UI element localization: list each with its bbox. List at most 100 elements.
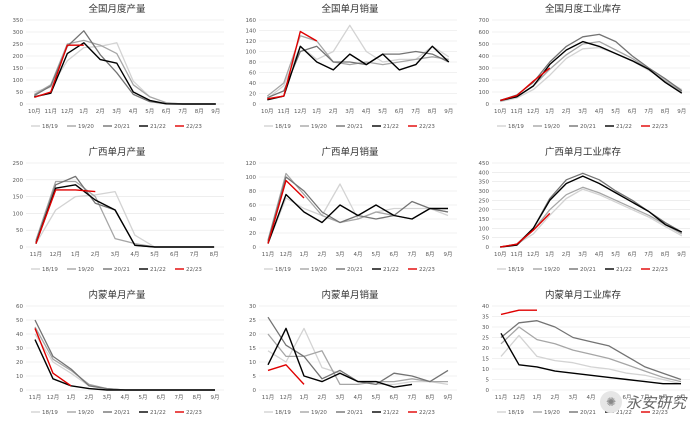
y-tick-label: 0: [20, 102, 24, 108]
series-line-19-20: [500, 326, 682, 383]
legend-label: 20/21: [114, 124, 130, 130]
chart-panel-7: 内蒙单月产量 0 10 20 30 40 50 60 11月 12月 1月 2月 3月 4月 5月 6月 7月 8…: [4, 288, 230, 426]
x-tick-label: 8月: [661, 108, 670, 115]
y-tick-label: 25: [482, 336, 489, 342]
x-tick-label: 6月: [395, 108, 404, 115]
y-tick-label: 0: [20, 245, 24, 251]
y-tick-label: 160: [246, 18, 257, 24]
x-tick-label: 8月: [210, 251, 219, 258]
legend-label: 21/22: [616, 267, 632, 273]
x-tick-label: 6月: [628, 108, 637, 115]
y-tick-label: 20: [16, 360, 23, 366]
y-tick-label: 300: [479, 66, 490, 72]
y-tick-label: 700: [479, 18, 490, 24]
wechat-icon: ✺: [600, 391, 622, 413]
y-tick-label: 100: [246, 50, 257, 56]
legend-label: 21/22: [150, 124, 166, 130]
y-tick-label: 10: [249, 360, 256, 366]
legend-label: 18/19: [275, 124, 291, 130]
x-tick-label: 1月: [67, 394, 76, 401]
series-line-18-19: [500, 334, 682, 385]
x-tick-label: 12月: [49, 251, 62, 258]
chart-title: 内蒙单月产量: [88, 289, 146, 301]
y-tick-label: 15: [482, 357, 489, 363]
x-tick-label: 8月: [426, 394, 435, 401]
legend-label: 22/23: [652, 267, 668, 273]
series-line-22-23: [35, 189, 96, 244]
x-tick-label: 1月: [71, 251, 80, 258]
series-line-21-22: [267, 193, 448, 244]
x-tick-label: 10月: [261, 108, 274, 115]
y-tick-label: 150: [479, 217, 490, 223]
x-tick-label: 9月: [211, 108, 220, 115]
y-tick-label: 100: [13, 211, 24, 217]
chart-title: 内蒙单月工业库存: [545, 289, 622, 301]
legend-label: 20/21: [347, 410, 363, 416]
legend-label: 18/19: [42, 124, 58, 130]
x-tick-label: 10月: [494, 251, 507, 258]
legend-label: 18/19: [508, 267, 524, 273]
x-tick-label: 2月: [318, 394, 327, 401]
x-tick-label: 3月: [103, 394, 112, 401]
y-tick-label: 400: [479, 54, 490, 60]
legend-label: 21/22: [616, 124, 632, 130]
x-tick-label: 12月: [527, 251, 540, 258]
legend-label: 22/23: [186, 410, 202, 416]
x-tick-label: 7月: [178, 108, 187, 115]
chart-svg: 内蒙单月产量 0 10 20 30 40 50 60 11月 12月 1月 2月 3月 4月 5月 6月 7月 8…: [16, 289, 224, 416]
chart-svg: 广西单月销量 0 20 40 60 80 100 120 11月 12月 1月 2月 3月 4月 5月 6月 7…: [246, 146, 457, 273]
series-line-22-23: [34, 44, 84, 98]
y-tick-label: 40: [16, 332, 23, 338]
series-line-21-22: [267, 45, 450, 101]
x-tick-label: 11月: [511, 108, 524, 115]
series-line-21-22: [267, 327, 413, 388]
y-tick-label: 60: [249, 203, 256, 209]
legend-label: 21/22: [383, 267, 399, 273]
chart-title: 广西单月销量: [321, 146, 379, 158]
legend-label: 22/23: [419, 124, 435, 130]
x-tick-label: 12月: [280, 251, 293, 258]
watermark-text: 永安研究: [626, 393, 687, 412]
x-tick-label: 8月: [661, 251, 670, 258]
chart-title: 广西单月工业库存: [545, 146, 622, 158]
chart-svg: 内蒙单月销量 0 5 10 15 20 25 30 11月 12月 1月 2月 3月 4月 5月 6月 7月 8月…: [249, 289, 457, 416]
chart-panel-4: 广西单月产量 0 50 100 150 200 250 11月 12月 1月 2月 3月 4月 5月 6月 7…: [4, 145, 230, 283]
x-tick-label: 6月: [162, 108, 171, 115]
legend-label: 20/21: [580, 267, 596, 273]
series-line-20-21: [267, 176, 449, 242]
y-tick-label: 20: [249, 92, 256, 98]
x-tick-label: 11月: [29, 394, 42, 401]
series-line-22-23: [500, 309, 537, 316]
y-tick-label: 20: [249, 231, 256, 237]
series-line-21-22: [35, 184, 215, 248]
y-tick-label: 600: [479, 30, 490, 36]
legend-label: 19/20: [311, 267, 327, 273]
x-tick-label: 9月: [444, 108, 453, 115]
x-tick-label: 4月: [595, 108, 604, 115]
y-tick-label: 300: [13, 30, 24, 36]
x-tick-label: 2月: [318, 251, 327, 258]
chart-panel-9: 内蒙单月工业库存051015202530354011月12月1月2月3月4月5月…: [470, 288, 696, 426]
series-line-20-21: [267, 45, 450, 99]
x-tick-label: 1月: [79, 108, 88, 115]
x-tick-label: 10月: [494, 108, 507, 115]
legend-label: 21/22: [150, 410, 166, 416]
y-tick-label: 0: [486, 245, 490, 251]
y-tick-label: 120: [246, 39, 257, 45]
series-line-18-19: [34, 42, 216, 105]
legend-label: 18/19: [508, 410, 524, 416]
x-tick-label: 10月: [28, 108, 41, 115]
x-tick-label: 4月: [129, 108, 138, 115]
series-line-21-22: [500, 40, 683, 102]
y-tick-label: 40: [249, 217, 256, 223]
x-tick-label: 7月: [408, 394, 417, 401]
watermark: ✺ 永安研究: [600, 386, 692, 418]
x-tick-label: 2月: [562, 251, 571, 258]
series-line-21-22: [34, 42, 216, 105]
x-tick-label: 1月: [300, 394, 309, 401]
legend-label: 18/19: [508, 124, 524, 130]
x-tick-label: 3月: [336, 394, 345, 401]
x-tick-label: 9月: [677, 394, 686, 401]
chart-svg: 广西单月产量 0 50 100 150 200 250 11月 12月 1月 2月 3月 4月 5月 6月 7…: [13, 146, 224, 273]
